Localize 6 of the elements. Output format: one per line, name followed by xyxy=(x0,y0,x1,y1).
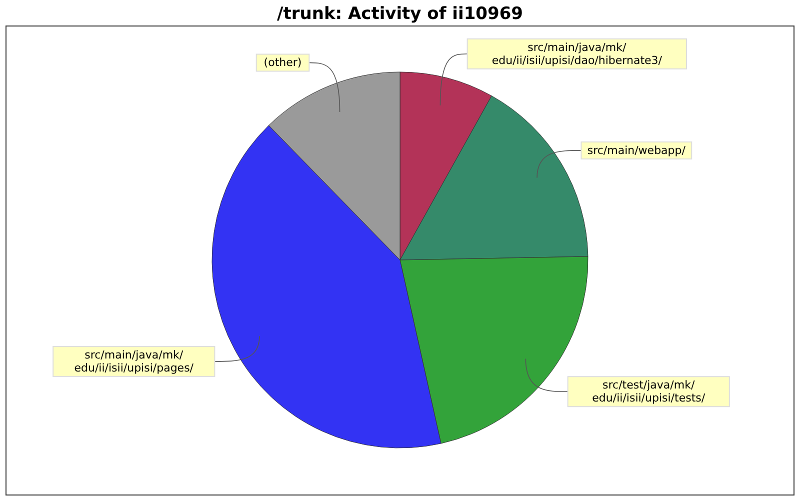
chart-title: /trunk: Activity of ii10969 xyxy=(277,4,523,24)
slice-label: src/main/java/mk/ edu/ii/isii/upisi/dao/hibernate3/ xyxy=(492,40,662,67)
slice-label: src/main/java/mk/ edu/ii/isii/upisi/pages/ xyxy=(74,348,194,374)
slice-label: src/test/java/mk/ edu/ii/isii/upisi/tests/ xyxy=(592,378,706,405)
slice-label: (other) xyxy=(264,56,302,70)
slice-label: src/main/webapp/ xyxy=(587,144,686,157)
